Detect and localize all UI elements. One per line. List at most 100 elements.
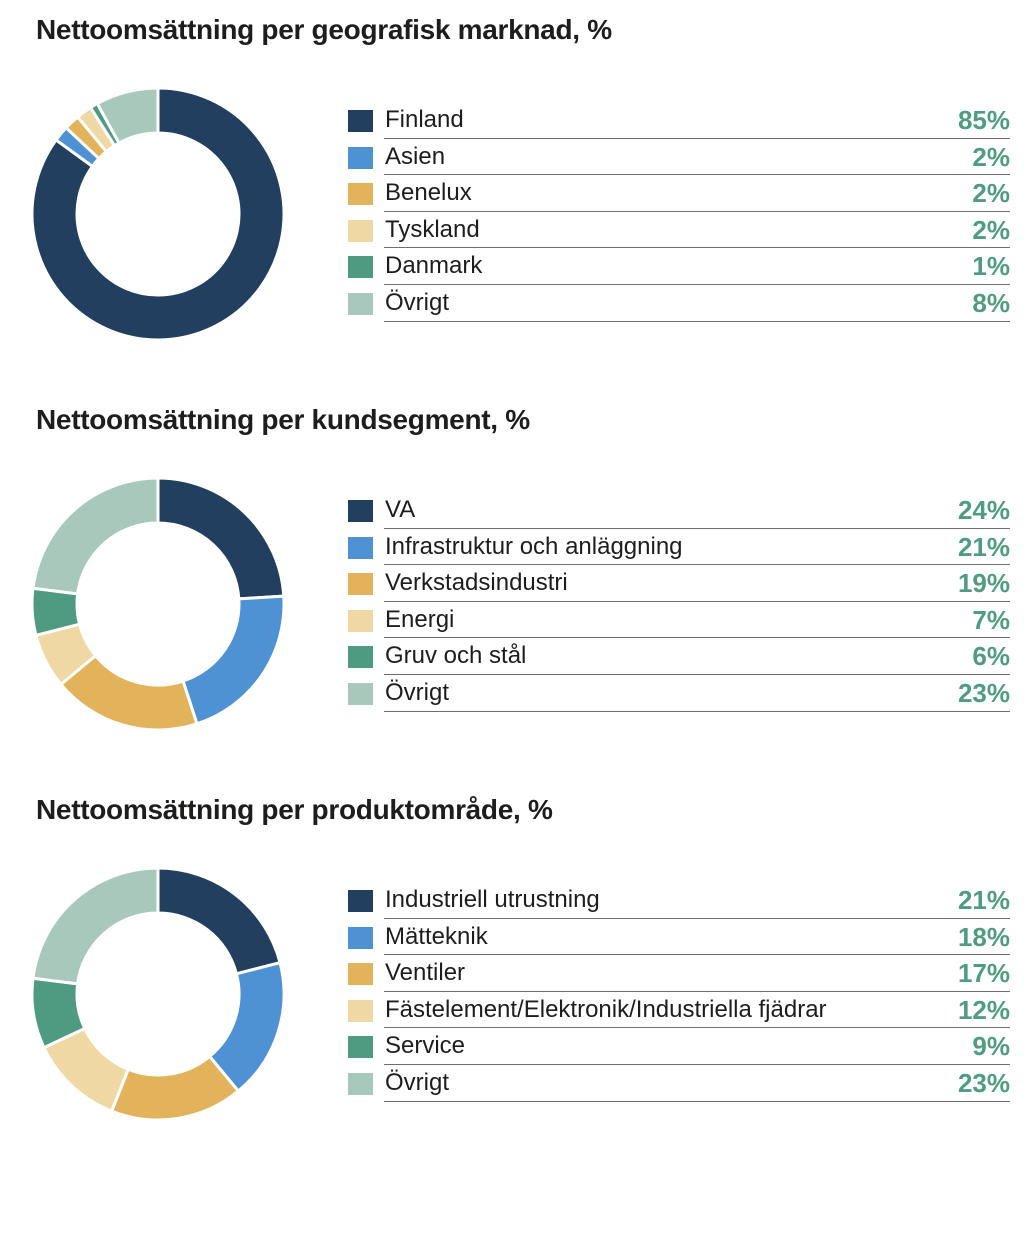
legend-divider	[384, 210, 1010, 212]
donut-chart	[30, 86, 286, 342]
legend-swatch	[348, 682, 373, 705]
legend-swatch	[348, 292, 373, 315]
chart-geografisk-marknad: Nettoomsättning per geografisk marknad, …	[0, 0, 1033, 380]
legend-divider	[384, 917, 1010, 919]
legend-divider	[384, 564, 1010, 566]
legend-swatch	[348, 536, 373, 559]
legend-divider	[384, 1063, 1010, 1065]
legend-swatch	[348, 963, 373, 986]
legend-label: Gruv och stål	[385, 642, 527, 670]
legend-row: Mätteknik 18%	[348, 919, 1010, 956]
legend-row: Övrigt 8%	[348, 285, 1010, 322]
chart-produktomrade: Nettoomsättning per produktområde, % Ind…	[0, 780, 1033, 1160]
legend-label: Asien	[385, 142, 446, 170]
legend-swatch	[348, 646, 373, 669]
donut-slice-ovrigt	[95, 86, 160, 146]
legend-divider	[384, 1027, 1010, 1029]
donut-slice-va	[156, 476, 286, 601]
donut-slice-infrastruktur-och-anlaggning	[181, 594, 286, 726]
legend-divider	[384, 137, 1010, 139]
legend-label: Finland	[385, 106, 464, 133]
legend-swatch	[348, 500, 373, 522]
legend-value: 18%	[957, 921, 1010, 952]
legend-row: Gruv och stål 6%	[348, 638, 1010, 675]
legend-label: Ventiler	[385, 959, 466, 987]
legend-swatch	[348, 183, 373, 206]
legend-value: 1%	[972, 251, 1010, 282]
legend-divider	[384, 954, 1010, 956]
legend-row: Tyskland 2%	[348, 212, 1010, 249]
legend-swatch	[348, 110, 373, 132]
legend-value: 17%	[957, 958, 1010, 989]
legend-value: 12%	[957, 994, 1010, 1025]
legend-divider	[384, 283, 1010, 285]
chart-title: Nettoomsättning per kundsegment, %	[36, 404, 530, 435]
legend-label: Industriell utrustning	[385, 886, 600, 913]
legend-row: Övrigt 23%	[348, 1065, 1010, 1102]
legend-label: Fästelement/Elektronik/Industriella fjäd…	[385, 995, 827, 1023]
legend-divider	[384, 247, 1010, 249]
legend-value: 2%	[972, 214, 1010, 245]
legend-swatch	[348, 1072, 373, 1095]
legend-row: VA 24%	[348, 492, 1010, 529]
legend: Finland 85% Asien 2% Benelux 2% Tyskland…	[348, 102, 1010, 322]
legend-swatch	[348, 1036, 373, 1059]
donut-chart	[30, 476, 286, 732]
legend-label: Övrigt	[385, 288, 450, 316]
legend-value: 21%	[957, 885, 1010, 915]
legend-label: Benelux	[385, 179, 472, 207]
legend-value: 23%	[957, 677, 1010, 708]
legend-label: VA	[385, 496, 416, 523]
legend-label: Service	[385, 1032, 466, 1060]
legend-value: 2%	[972, 141, 1010, 172]
legend-label: Danmark	[385, 252, 483, 280]
legend-row: Asien 2%	[348, 139, 1010, 176]
legend-divider	[384, 600, 1010, 602]
legend-row: Service 9%	[348, 1028, 1010, 1065]
legend-divider	[384, 710, 1010, 712]
legend-label: Övrigt	[385, 678, 450, 706]
chart-title: Nettoomsättning per produktområde, %	[36, 794, 553, 825]
legend-divider	[384, 527, 1010, 529]
legend-value: 8%	[972, 287, 1010, 318]
legend-swatch	[348, 609, 373, 632]
legend-value: 85%	[957, 105, 1010, 135]
legend-value: 6%	[972, 641, 1010, 672]
legend: VA 24% Infrastruktur och anläggning 21% …	[348, 492, 1010, 712]
legend-swatch	[348, 256, 373, 279]
legend-value: 2%	[972, 178, 1010, 209]
legend-swatch	[348, 219, 373, 242]
legend-value: 24%	[957, 495, 1010, 525]
legend-row: Industriell utrustning 21%	[348, 882, 1010, 919]
legend-value: 21%	[957, 531, 1010, 562]
legend-divider	[384, 673, 1010, 675]
donut-slice-ventiler	[109, 1054, 241, 1122]
legend-swatch	[348, 573, 373, 596]
legend-label: Energi	[385, 605, 455, 633]
donut-slice-ovrigt	[31, 866, 160, 986]
legend-row: Infrastruktur och anläggning 21%	[348, 529, 1010, 566]
legend-swatch	[348, 999, 373, 1022]
donut-chart	[30, 866, 286, 1122]
legend-label: Tyskland	[385, 215, 480, 243]
legend-value: 7%	[972, 604, 1010, 635]
donut-slice-ovrigt	[31, 476, 160, 596]
chart-title: Nettoomsättning per geografisk marknad, …	[36, 14, 612, 45]
legend-row: Ventiler 17%	[348, 955, 1010, 992]
donut-slice-finland	[30, 86, 286, 342]
legend-label: Mätteknik	[385, 922, 488, 950]
donut-slice-industriell-utrustning	[156, 866, 282, 976]
legend-row: Övrigt 23%	[348, 675, 1010, 712]
legend-value: 23%	[957, 1067, 1010, 1098]
legend-row: Verkstadsindustri 19%	[348, 565, 1010, 602]
legend-divider	[384, 174, 1010, 176]
legend-row: Fästelement/Elektronik/Industriella fjäd…	[348, 992, 1010, 1029]
legend: Industriell utrustning 21% Mätteknik 18%…	[348, 882, 1010, 1102]
legend-value: 19%	[957, 568, 1010, 599]
legend-divider	[384, 1100, 1010, 1102]
legend-row: Benelux 2%	[348, 175, 1010, 212]
legend-value: 9%	[972, 1031, 1010, 1062]
legend-label: Verkstadsindustri	[385, 569, 568, 597]
legend-swatch	[348, 146, 373, 169]
legend-row: Finland 85%	[348, 102, 1010, 139]
